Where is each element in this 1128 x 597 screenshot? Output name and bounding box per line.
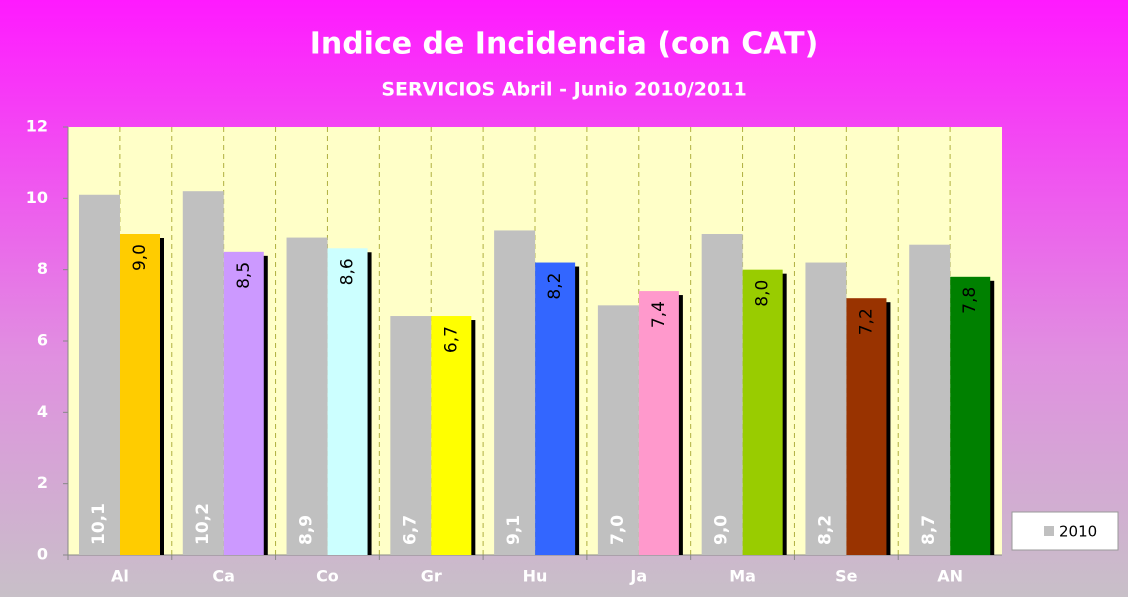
data-label: 10,1 [89, 503, 109, 545]
bar [494, 230, 536, 555]
data-label: 8,6 [338, 258, 358, 285]
y-tick-label: 10 [26, 188, 48, 207]
chart-subtitle: SERVICIOS Abril - Junio 2010/2011 [381, 79, 746, 101]
bar [390, 316, 432, 555]
data-label: 6,7 [400, 515, 420, 545]
x-tick-label: Hu [523, 567, 548, 586]
y-tick-label: 8 [37, 259, 48, 278]
chart-title: Indice de Incidencia (con CAT) [310, 27, 819, 62]
bar [742, 269, 783, 555]
legend-box [1011, 511, 1119, 551]
data-label: 9,1 [504, 515, 524, 545]
bar [120, 234, 160, 555]
data-label: 9,0 [712, 515, 732, 545]
x-tick-label: AN [937, 567, 963, 586]
y-tick-label: 2 [37, 473, 48, 492]
y-tick-label: 4 [37, 402, 48, 421]
x-tick-label: Al [111, 567, 129, 586]
x-tick-label: Ja [629, 567, 647, 586]
y-tick-label: 0 [37, 545, 48, 564]
x-tick-label: Ca [212, 567, 235, 586]
bar [286, 237, 328, 556]
data-label: 8,5 [234, 262, 254, 289]
data-label: 10,2 [193, 503, 213, 545]
x-tick-label: Co [316, 567, 339, 586]
data-label: 7,2 [856, 308, 876, 335]
bar [597, 305, 639, 555]
bar [535, 262, 576, 555]
data-label: 8,7 [919, 515, 939, 545]
data-label: 7,0 [608, 515, 628, 545]
x-tick-label: Gr [421, 567, 442, 586]
data-label: 8,0 [753, 280, 773, 307]
bar [223, 251, 264, 556]
bar [327, 248, 368, 555]
bar [909, 244, 951, 555]
legend-label: 2010 [1059, 523, 1097, 541]
bar [79, 194, 120, 555]
bar [431, 316, 472, 555]
x-tick-label: Ma [729, 567, 756, 586]
y-tick-label: 6 [37, 331, 48, 350]
x-tick-label: Se [835, 567, 858, 586]
bar [805, 262, 847, 555]
y-tick-label: 12 [26, 117, 48, 136]
bar [701, 234, 743, 555]
data-label: 8,2 [545, 273, 565, 300]
bar [182, 191, 224, 555]
data-label: 7,8 [960, 287, 980, 314]
bar [950, 276, 991, 555]
data-label: 9,0 [130, 244, 150, 271]
data-label: 8,9 [297, 515, 317, 545]
data-label: 7,4 [649, 301, 669, 328]
legend-swatch [1044, 526, 1054, 536]
data-label: 8,2 [815, 515, 835, 545]
data-label: 6,7 [441, 326, 461, 353]
bar [638, 291, 679, 555]
bar [846, 298, 887, 555]
